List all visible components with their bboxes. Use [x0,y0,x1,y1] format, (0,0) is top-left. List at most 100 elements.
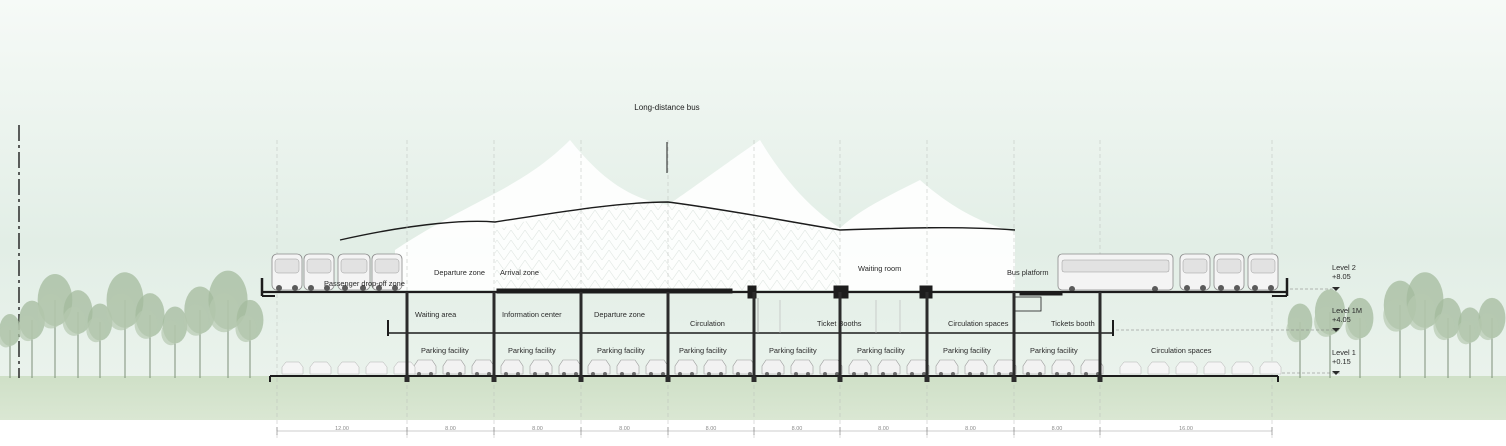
label-l2-4: Bus platform [1007,268,1049,277]
tree-15 [1406,272,1444,378]
label-l1-7: Parking facility [1030,346,1078,355]
car-30 [1147,361,1170,375]
car-16 [877,359,901,376]
space-labels: Passenger drop-off zone Departure zone A… [324,264,1212,355]
car-18 [935,359,959,376]
level-2-name: Level 2 [1332,263,1356,272]
dimension-label-6: 8.00 [878,426,889,432]
car-12 [761,359,785,376]
car-32 [1203,361,1226,375]
label-l1m-5: Circulation spaces [948,319,1009,328]
car-17 [906,359,930,376]
car-24 [281,361,304,375]
tree-16 [1433,297,1462,378]
tree-13 [1345,297,1374,378]
car-7 [616,359,640,376]
car-10 [703,359,727,376]
car-13 [790,359,814,376]
tree-1 [17,300,45,378]
column-2 [579,292,583,376]
car-22 [1051,359,1075,376]
car-1 [442,359,466,376]
bus-3 [371,253,403,291]
bus-2 [337,253,371,291]
dimension-label-1: 8.00 [445,426,456,432]
car-25 [309,361,332,375]
car-4 [529,359,553,376]
dimension-label-9: 16.00 [1179,426,1193,432]
column-6 [925,292,929,376]
long-bus [1057,253,1174,292]
level-1m-elev: +4.05 [1332,315,1351,324]
level-2-elev: +8.05 [1332,272,1351,281]
car-2 [471,359,495,376]
bus-4 [1179,253,1211,291]
label-l2-3: Waiting room [858,264,901,273]
car-29 [1119,361,1142,375]
tree-17 [1456,307,1482,378]
dimension-label-7: 8.00 [965,426,976,432]
column-7 [1012,292,1016,376]
car-6 [587,359,611,376]
label-l1-0: Parking facility [421,346,469,355]
column-1 [492,292,496,376]
label-l1-2: Parking facility [597,346,645,355]
label-l1-5: Parking facility [857,346,905,355]
trees [0,270,1506,378]
dimension-label-8: 8.00 [1052,426,1063,432]
label-l1-1: Parking facility [508,346,556,355]
parked-cars [281,359,1282,376]
dimension-line: 12.00 8.00 8.00 8.00 8.00 8.00 8.00 8.00 8.00 16.… [276,426,1273,435]
car-15 [848,359,872,376]
label-l2-1: Departure zone [434,268,485,277]
label-l1m-6: Tickets booth [1051,319,1095,328]
tree-6 [134,293,165,378]
car-0 [413,359,437,376]
tree-12 [1314,289,1346,378]
car-21 [1022,359,1046,376]
tree-8 [183,286,216,378]
dimension-label-4: 8.00 [706,426,717,432]
tree-0 [0,314,21,378]
label-l1m-3: Circulation [690,319,725,328]
ground [0,376,1506,420]
car-11 [732,359,756,376]
roof-line [339,201,1016,241]
level-1-elev: +0.15 [1332,357,1351,366]
car-34 [1259,361,1282,375]
level-1m-name: Level 1M [1332,306,1362,315]
dimension-label-3: 8.00 [619,426,630,432]
car-26 [337,361,360,375]
bus-6 [1247,253,1279,291]
label-l1-4: Parking facility [769,346,817,355]
column-5 [838,292,842,376]
tree-3 [62,290,93,378]
car-28 [393,361,416,375]
buses [271,253,1279,292]
dimension-label-0: 12.00 [335,426,349,432]
label-l1m-0: Waiting area [415,310,457,319]
level-1-name: Level 1 [1332,348,1356,357]
columns [404,292,1103,382]
label-l2-2: Arrival zone [500,268,539,277]
bus-1 [303,253,335,291]
bus-0 [271,253,303,291]
tree-5 [106,272,144,378]
label-l1m-1: Information center [502,310,562,319]
label-l1-6: Parking facility [943,346,991,355]
label-l1-8: Circulation spaces [1151,346,1212,355]
label-l1m-4: Ticket Booths [817,319,862,328]
column-0 [405,292,409,376]
tree-4 [86,303,113,378]
column-8 [1098,292,1102,376]
tree-10 [235,299,264,378]
column-4 [752,292,756,376]
car-19 [964,359,988,376]
car-33 [1231,361,1254,375]
car-5 [558,359,582,376]
dimension-label-2: 8.00 [532,426,543,432]
tree-7 [161,306,188,378]
car-3 [500,359,524,376]
